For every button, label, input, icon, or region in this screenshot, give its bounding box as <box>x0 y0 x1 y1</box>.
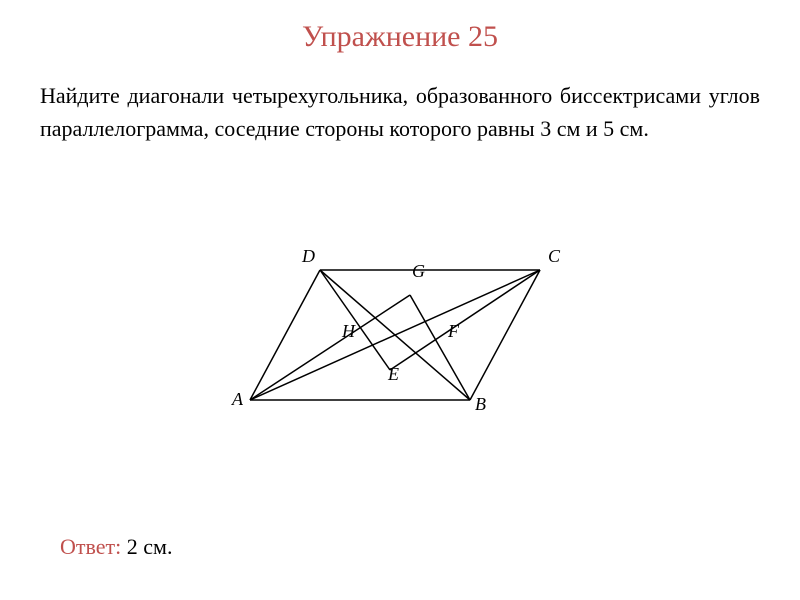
diagram-svg: A B C D E F G H <box>230 240 570 420</box>
answer-label: Ответ: <box>60 534 121 559</box>
geometry-diagram: A B C D E F G H <box>230 240 570 420</box>
svg-text:F: F <box>447 321 460 341</box>
problem-statement: Найдите диагонали четырехугольника, обра… <box>0 54 800 145</box>
answer-value: 2 см. <box>127 534 173 559</box>
svg-text:A: A <box>231 389 244 409</box>
svg-text:D: D <box>301 246 315 266</box>
exercise-title: Упражнение 25 <box>0 0 800 54</box>
svg-text:E: E <box>387 364 399 384</box>
svg-text:H: H <box>341 321 356 341</box>
answer-section: Ответ: 2 см. <box>60 534 172 560</box>
svg-text:C: C <box>548 246 561 266</box>
svg-text:G: G <box>412 261 425 281</box>
svg-text:B: B <box>475 394 486 414</box>
